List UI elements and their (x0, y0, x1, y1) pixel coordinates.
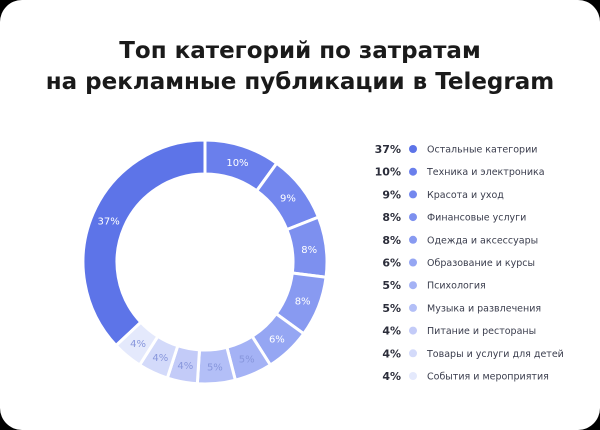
legend-label: Красота и уход (427, 190, 504, 201)
legend-value: 5% (382, 302, 401, 315)
legend-value: 4% (382, 347, 401, 360)
legend-swatch (409, 281, 417, 290)
legend-label: Психология (427, 281, 486, 292)
legend-swatch (409, 235, 417, 244)
legend-label: Питание и рестораны (427, 326, 536, 337)
slice-label: 5% (207, 363, 223, 374)
legend-label: Товары и услуги для детей (426, 349, 564, 360)
legend-swatch (409, 349, 417, 358)
legend-value: 5% (382, 279, 401, 292)
slice-label: 4% (152, 353, 168, 364)
legend-label: Образование и курсы (427, 258, 535, 269)
legend-value: 10% (375, 166, 401, 179)
legend-swatch (409, 190, 417, 199)
legend-swatch (409, 167, 417, 176)
chart-title: Топ категорий по затратам (119, 38, 481, 64)
legend-label: Финансовые услуги (427, 213, 526, 224)
legend-swatch (409, 145, 417, 153)
legend-label: Остальные категории (427, 145, 537, 156)
slice-label: 8% (295, 297, 311, 308)
chart-title: на рекламные публикации в Telegram (46, 69, 554, 95)
legend-value: 4% (382, 325, 401, 338)
donut-slice (114, 320, 160, 367)
slice-label: 4% (177, 361, 193, 372)
slice-label: 10% (226, 158, 248, 169)
legend-label: Техника и электроника (426, 167, 545, 178)
legend-label: Одежда и аксессуары (427, 235, 538, 246)
legend-value: 37% (375, 143, 401, 156)
slice-label: 4% (130, 339, 146, 350)
slice-label: 37% (98, 216, 120, 227)
slice-label: 6% (269, 335, 285, 346)
legend-label: События и мероприятия (427, 372, 549, 383)
legend-swatch (409, 326, 417, 335)
slice-label: 5% (239, 354, 255, 365)
slice-label: 9% (280, 194, 296, 205)
legend-swatch (409, 258, 417, 267)
legend-swatch (409, 372, 417, 380)
legend-value: 4% (382, 370, 401, 383)
legend-swatch (409, 213, 417, 222)
legend-value: 6% (382, 257, 401, 270)
legend-value: 8% (382, 234, 401, 247)
legend-value: 9% (382, 188, 401, 201)
legend-value: 8% (382, 211, 401, 224)
legend-label: Музыка и развлечения (427, 303, 541, 314)
slice-label: 8% (301, 245, 317, 256)
legend-swatch (409, 303, 417, 312)
